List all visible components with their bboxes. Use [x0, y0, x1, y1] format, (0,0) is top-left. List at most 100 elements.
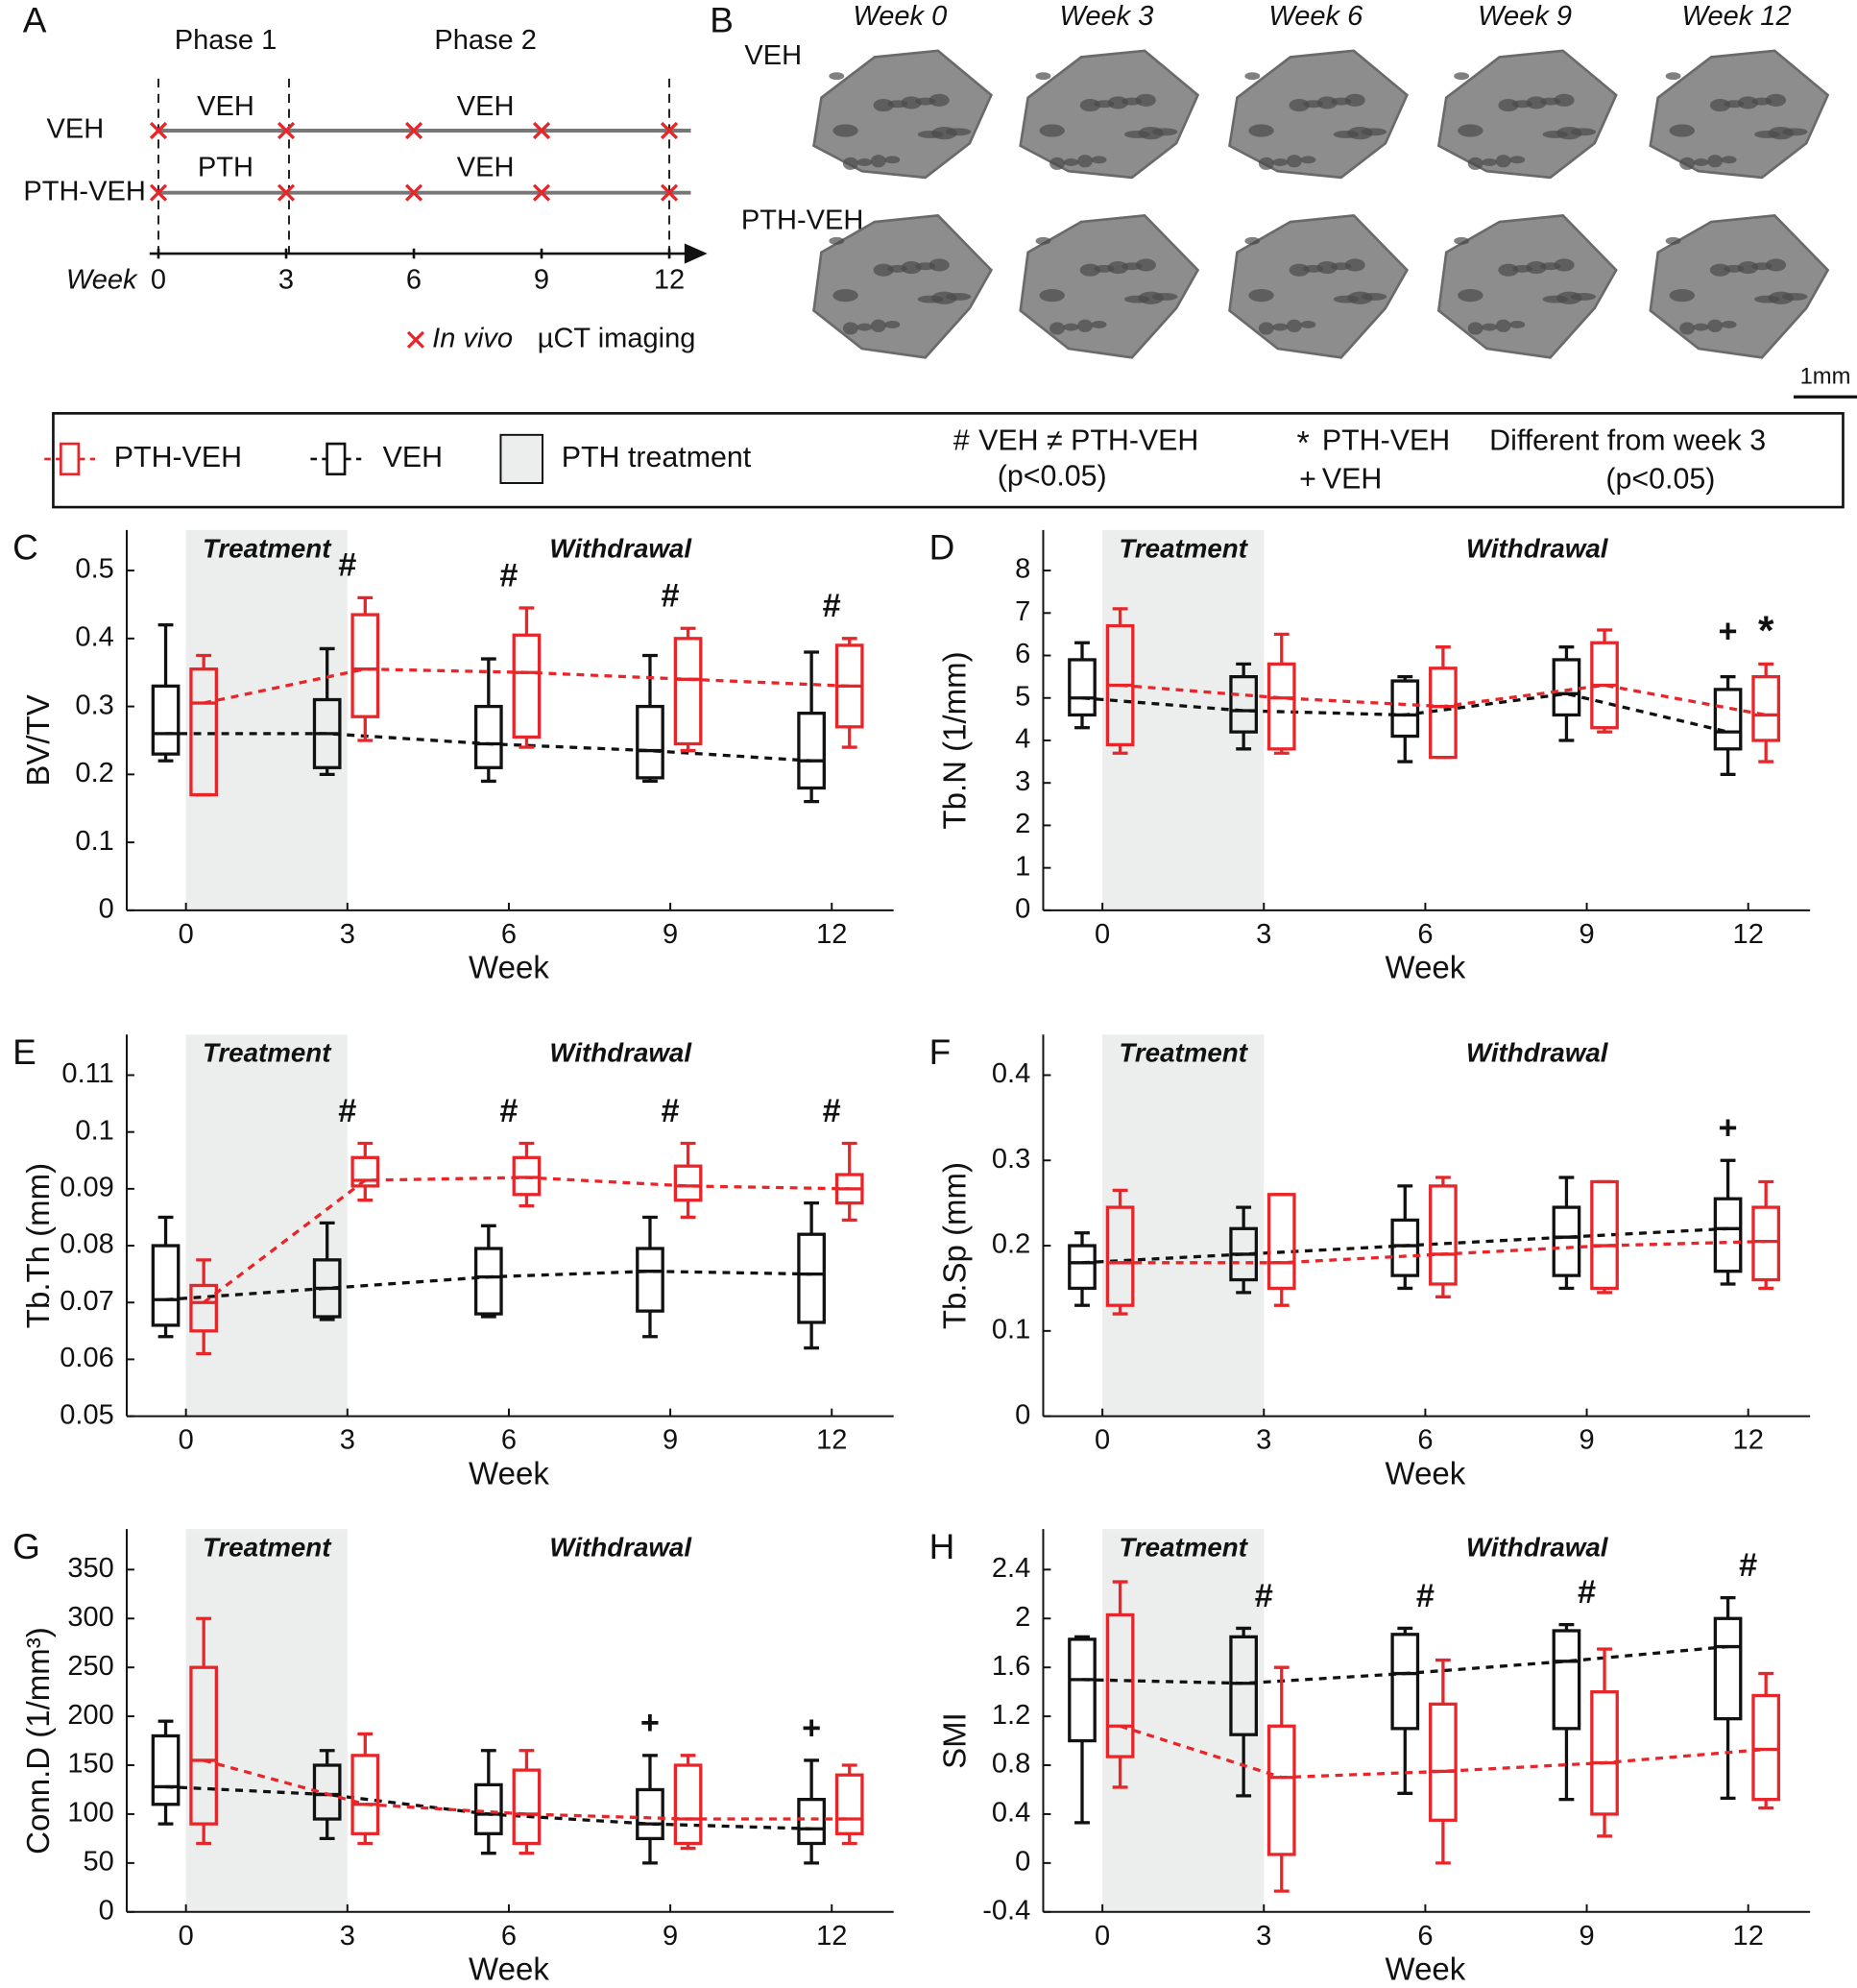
box [1590, 1179, 1619, 1291]
box [1229, 674, 1258, 734]
week-column-label: Week 12 [1682, 1, 1792, 32]
box [1713, 688, 1743, 751]
region-label: Treatment [203, 1533, 332, 1563]
y-tick-label: 0.07 [60, 1286, 114, 1317]
y-tick-label: 0 [1015, 1847, 1030, 1878]
x-tick-label: 3 [340, 1425, 355, 1456]
y-tick-label: 0.4 [75, 622, 113, 653]
box [1105, 1612, 1135, 1758]
y-axis-label: Tb.Sp (mm) [936, 1162, 972, 1329]
legend-label: VEH ≠ PTH-VEH [978, 425, 1198, 457]
chart: Treatment Withdrawal E 0.05 0.06 0.07 0.08 0.09… [12, 1032, 894, 1491]
y-tick-label: 2 [1015, 809, 1030, 839]
bone-pore [1554, 93, 1575, 107]
bone-pore [842, 322, 858, 335]
y-tick-label: 0.09 [60, 1173, 114, 1203]
legend-box-key [60, 442, 81, 476]
x-tick-label: 9 [1579, 1425, 1594, 1456]
median-trend [165, 1784, 812, 1830]
bone-pore [945, 292, 972, 301]
significance-mark: # [823, 1093, 841, 1129]
x-tick-label: 3 [1256, 1921, 1271, 1952]
x-tick-label: 0 [1095, 1921, 1110, 1952]
significance-mark: # [338, 1093, 356, 1129]
x-tick-label: 0 [1095, 919, 1110, 950]
x-tick-label: 6 [1417, 1921, 1433, 1952]
week-column-label: Week 3 [1060, 1, 1154, 32]
bone-pore [1049, 322, 1065, 335]
bone-render [1019, 49, 1200, 180]
row-label: VEH [744, 40, 802, 71]
bone-render [1228, 49, 1409, 180]
bone-pore [884, 321, 901, 328]
imaging-mark [149, 121, 168, 140]
box [1429, 1702, 1458, 1822]
y-tick-label: 250 [67, 1651, 113, 1682]
box [673, 1763, 703, 1846]
bone-render [1649, 49, 1830, 180]
legend-symbol: + [1299, 463, 1316, 495]
box [1751, 1693, 1781, 1802]
y-tick-label: 0.5 [75, 554, 113, 585]
bone-pore [873, 98, 894, 112]
imaging-mark [532, 121, 551, 140]
treatment-shade [185, 529, 348, 910]
bone-pore [1454, 72, 1470, 81]
y-tick-label: 0.1 [992, 1314, 1030, 1345]
chart: Treatment Withdrawal G 0 50 100 150 200 250 300 35… [12, 1527, 894, 1987]
legend-label: Different from week 3 [1489, 425, 1766, 457]
y-tick-label: 1.2 [992, 1700, 1030, 1731]
panel-letter: D [929, 528, 955, 568]
y-tick-label: 0.3 [75, 690, 113, 720]
bone-pore [1091, 156, 1107, 164]
median-trend [1120, 683, 1767, 717]
bone-pore [1107, 260, 1128, 275]
box [636, 1787, 664, 1841]
significance-mark: * [1758, 608, 1774, 653]
y-tick-label: 50 [84, 1847, 114, 1878]
bone-pore [1344, 258, 1365, 272]
legend-label: VEH [383, 442, 443, 473]
box [1068, 658, 1097, 717]
x-axis-label: Week [1386, 1455, 1466, 1491]
box [1266, 1724, 1296, 1856]
bone-pore [901, 96, 922, 109]
y-tick-label: 0.1 [75, 1115, 113, 1146]
bone-render [1649, 214, 1830, 359]
region-label: Withdrawal [549, 1038, 692, 1068]
week-column-label: Week 9 [1478, 1, 1572, 32]
box [1068, 1244, 1097, 1291]
bone-pore [870, 155, 886, 168]
treatment-shade [1102, 1034, 1265, 1417]
panel-a-marks: 0 3 6 9 12 [149, 121, 685, 349]
bone-pore [1272, 158, 1289, 166]
median-trend [165, 1270, 812, 1301]
x-tick-label: 0 [179, 1921, 194, 1952]
significance-mark: + [802, 1709, 821, 1746]
box [1266, 1193, 1296, 1291]
box [350, 613, 380, 718]
box [673, 1164, 703, 1202]
panel-letter: G [12, 1527, 40, 1566]
charts: Treatment Withdrawal C 0 0.1 0.2 0.3 0.4 0.5 0 3 6 9… [12, 528, 1811, 1987]
bone-pore [1495, 319, 1511, 332]
y-axis-label: SMI [936, 1712, 972, 1769]
bone-pore [1039, 289, 1065, 303]
box [1266, 662, 1296, 751]
bone-pore [1107, 96, 1128, 109]
significance-mark: # [1255, 1578, 1273, 1614]
bone-pore [1570, 128, 1597, 136]
bone-pore [1077, 319, 1093, 332]
bone-pore [1091, 321, 1107, 328]
box [1390, 1218, 1420, 1277]
bone-pore [1316, 96, 1338, 109]
bone-pore [1035, 72, 1051, 81]
bone-pore [1693, 323, 1709, 331]
box [189, 667, 218, 797]
y-tick-label: 300 [67, 1602, 113, 1633]
region-label: Withdrawal [1466, 533, 1609, 563]
bone-render [1019, 214, 1200, 359]
box [473, 1782, 503, 1835]
bone-pore [870, 319, 886, 332]
region-label: Treatment [203, 1038, 332, 1068]
